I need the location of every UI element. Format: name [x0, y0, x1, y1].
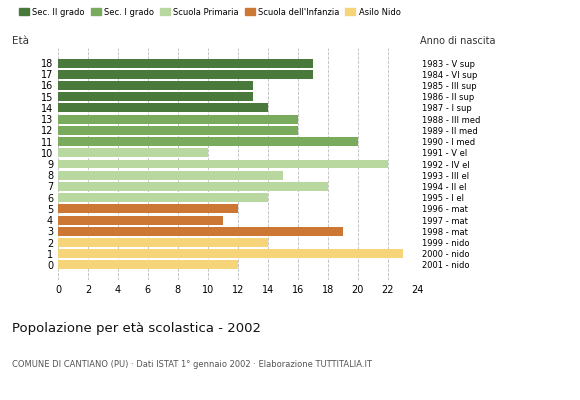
- Bar: [58, 70, 313, 79]
- Text: Anno di nascita: Anno di nascita: [420, 36, 496, 46]
- Bar: [58, 104, 268, 112]
- Bar: [58, 227, 343, 236]
- Bar: [58, 126, 298, 135]
- Bar: [58, 115, 298, 124]
- Bar: [58, 160, 387, 168]
- Bar: [58, 58, 313, 68]
- Legend: Sec. II grado, Sec. I grado, Scuola Primaria, Scuola dell'Infanzia, Asilo Nido: Sec. II grado, Sec. I grado, Scuola Prim…: [16, 4, 404, 20]
- Bar: [58, 260, 238, 270]
- Bar: [58, 193, 268, 202]
- Bar: [58, 182, 328, 191]
- Bar: [58, 249, 403, 258]
- Text: COMUNE DI CANTIANO (PU) · Dati ISTAT 1° gennaio 2002 · Elaborazione TUTTITALIA.I: COMUNE DI CANTIANO (PU) · Dati ISTAT 1° …: [12, 360, 372, 369]
- Bar: [58, 238, 268, 247]
- Bar: [58, 148, 208, 157]
- Text: Età: Età: [12, 36, 28, 46]
- Bar: [58, 137, 358, 146]
- Bar: [58, 171, 282, 180]
- Bar: [58, 81, 253, 90]
- Bar: [58, 204, 238, 213]
- Bar: [58, 216, 223, 224]
- Bar: [58, 92, 253, 101]
- Text: Popolazione per età scolastica - 2002: Popolazione per età scolastica - 2002: [12, 322, 260, 335]
